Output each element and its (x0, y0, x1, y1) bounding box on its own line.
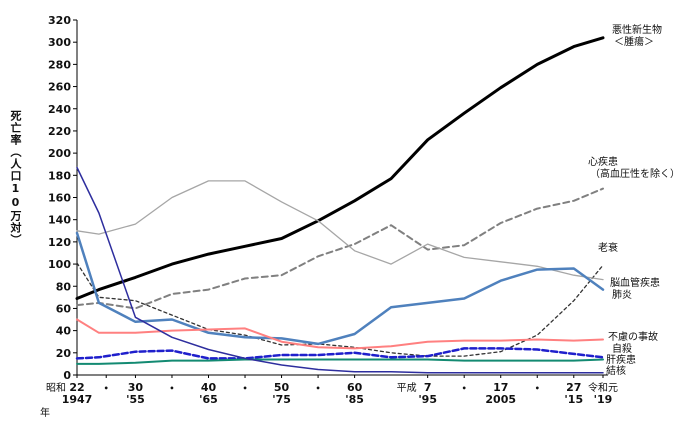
series-label-1: 心疾患（高血圧性を除く） (588, 155, 680, 180)
series-line-3 (76, 180, 604, 281)
x-tick-label-year: '65 (199, 393, 218, 406)
x-tick-label-year: '55 (126, 393, 145, 406)
y-tick-label: 80 (56, 280, 72, 293)
x-tick-label: • (462, 384, 467, 393)
y-tick-label: 320 (48, 14, 71, 27)
x-tick-label-year: 2005 (485, 393, 516, 406)
series-label-6: 自殺 (612, 342, 632, 355)
x-tick-label: 60 (347, 381, 363, 394)
series-line-1 (76, 187, 604, 310)
x-era-label: 令和元 (588, 381, 618, 394)
x-era-label: 昭和 (46, 382, 66, 394)
y-tick-label: 120 (48, 236, 71, 249)
series-label-0: 悪性新生物＜腫瘍＞ (612, 23, 662, 48)
series-line-7 (76, 358, 604, 365)
x-tick-label: 22 (69, 381, 84, 394)
y-tick-label: 100 (48, 258, 71, 271)
y-tick-label: 160 (48, 192, 71, 205)
series-label-5: 不慮の事故 (608, 330, 658, 343)
x-tick-label: 30 (128, 381, 144, 394)
series-line-2 (76, 262, 604, 357)
x-tick-label: • (316, 384, 321, 393)
x-tick-label: 40 (201, 381, 217, 394)
series-label-8: 結核 (606, 364, 626, 377)
x-tick-label-year: '95 (418, 393, 437, 406)
series-line-4 (75, 231, 605, 346)
series-line-6 (75, 347, 605, 360)
series-line-0 (75, 36, 605, 300)
y-tick-label: 200 (48, 147, 71, 160)
x-tick-label-year: '85 (345, 393, 364, 406)
y-tick-label: 300 (48, 36, 71, 49)
series-line-5 (76, 318, 604, 350)
series-line-8 (76, 166, 604, 374)
x-era-label: 平成 (397, 382, 417, 394)
y-tick-label: 240 (48, 103, 71, 116)
x-tick-label: 7 (424, 381, 432, 394)
y-tick-label: 280 (48, 58, 71, 71)
series-group (75, 36, 605, 374)
y-tick-label: 260 (48, 81, 71, 94)
x-tick-label: 50 (274, 381, 290, 394)
x-tick-label: • (535, 384, 540, 393)
series-label-2: 老衰 (598, 241, 618, 254)
series-label-3: 脳血管疾患 (610, 276, 660, 289)
x-tick-label-year: '75 (272, 393, 291, 406)
y-tick-label: 40 (56, 325, 72, 338)
y-tick-label: 220 (48, 125, 71, 138)
x-tick-label: • (242, 384, 247, 393)
x-tick-label-year: 1947 (62, 393, 93, 406)
y-tick-label: 20 (56, 347, 72, 360)
x-tick-label-year: '19 (594, 393, 613, 406)
x-tick-label: • (169, 384, 174, 393)
x-tick-label-year: '15 (564, 393, 583, 406)
y-tick-label: 60 (56, 302, 72, 315)
x-axis-unit-label: 年 (40, 408, 50, 419)
x-tick-label: 17 (493, 381, 508, 394)
y-tick-label: 140 (48, 214, 71, 227)
series-label-7: 肝疾患 (606, 353, 636, 366)
y-tick-label: 0 (63, 369, 71, 382)
x-tick-label: 27 (566, 381, 581, 394)
x-tick-label: • (104, 384, 109, 393)
series-label-4: 肺炎 (612, 289, 632, 301)
y-axis-label: 死亡率（人口10万対） (9, 110, 22, 246)
y-tick-label: 180 (48, 169, 71, 182)
